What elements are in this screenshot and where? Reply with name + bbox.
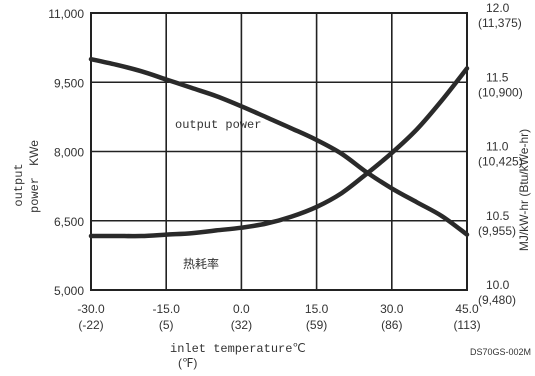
y-right-title: MJ/kW-hr (Btu/kWe-hr) (517, 129, 531, 251)
x-tick-label: 45.0 (455, 302, 479, 316)
y-left-title-line1: output (12, 163, 26, 206)
x-tick-sublabel: (86) (381, 318, 402, 332)
y-left-tick-label: 8,000 (54, 146, 84, 160)
y-right-tick-sublabel: (11,375) (478, 16, 522, 30)
x-tick-label: 30.0 (380, 302, 404, 316)
x-tick-label: -30.0 (77, 302, 105, 316)
x-tick-label: 0.0 (233, 302, 250, 316)
y-left-title-line2: power (28, 177, 42, 213)
x-tick-sublabel: (5) (159, 318, 174, 332)
y-left-tick-label: 5,000 (54, 284, 84, 298)
x-tick-labels: -30.0 (-22) -15.0 (5) 0.0 (32) 15.0 (59) 30.0 (86… (77, 302, 480, 332)
output-power-line (88, 56, 470, 237)
x-axis-subtitle: (℉) (178, 356, 197, 370)
y-left-tick-labels: 11,000 9,500 8,000 6,500 5,000 (48, 7, 84, 298)
y-right-tick-sublabel: (9,480) (478, 293, 516, 307)
x-tick-label: 15.0 (305, 302, 329, 316)
y-right-tick-label: 11.0 (486, 140, 509, 154)
x-tick-sublabel: (-22) (78, 318, 103, 332)
y-right-tick-label: 10.0 (486, 278, 510, 292)
y-left-tick-label: 9,500 (54, 76, 84, 90)
x-axis-title: inlet temperature℃ (170, 342, 306, 356)
y-left-tick-label: 11,000 (48, 7, 84, 21)
y-right-tick-sublabel: (10,425) (478, 155, 523, 169)
x-tick-sublabel: (32) (231, 318, 252, 332)
y-right-tick-sublabel: (9,955) (478, 224, 516, 238)
series-label-output-power: output power (175, 118, 261, 132)
heat-rate-line (88, 66, 470, 239)
series-group (88, 56, 470, 239)
figure-code: DS70GS-002M (470, 347, 531, 357)
grid-lines (90, 12, 468, 291)
y-right-tick-sublabel: (10,900) (478, 85, 523, 99)
y-right-tick-labels: 12.0(11,375) 11.5(10,900) 11.0(10,425) 10.5… (478, 1, 523, 307)
x-tick-label: -15.0 (153, 302, 181, 316)
y-left-tick-label: 6,500 (54, 215, 84, 229)
x-tick-sublabel: (113) (453, 318, 480, 332)
y-right-tick-label: 11.5 (486, 70, 509, 84)
series-label-heat-rate: 热耗率 (183, 256, 219, 271)
y-left-title-unit: KWe (27, 140, 41, 166)
y-right-tick-label: 10.5 (486, 209, 510, 223)
y-right-tick-label: 12.0 (486, 1, 510, 15)
x-tick-sublabel: (59) (306, 318, 327, 332)
